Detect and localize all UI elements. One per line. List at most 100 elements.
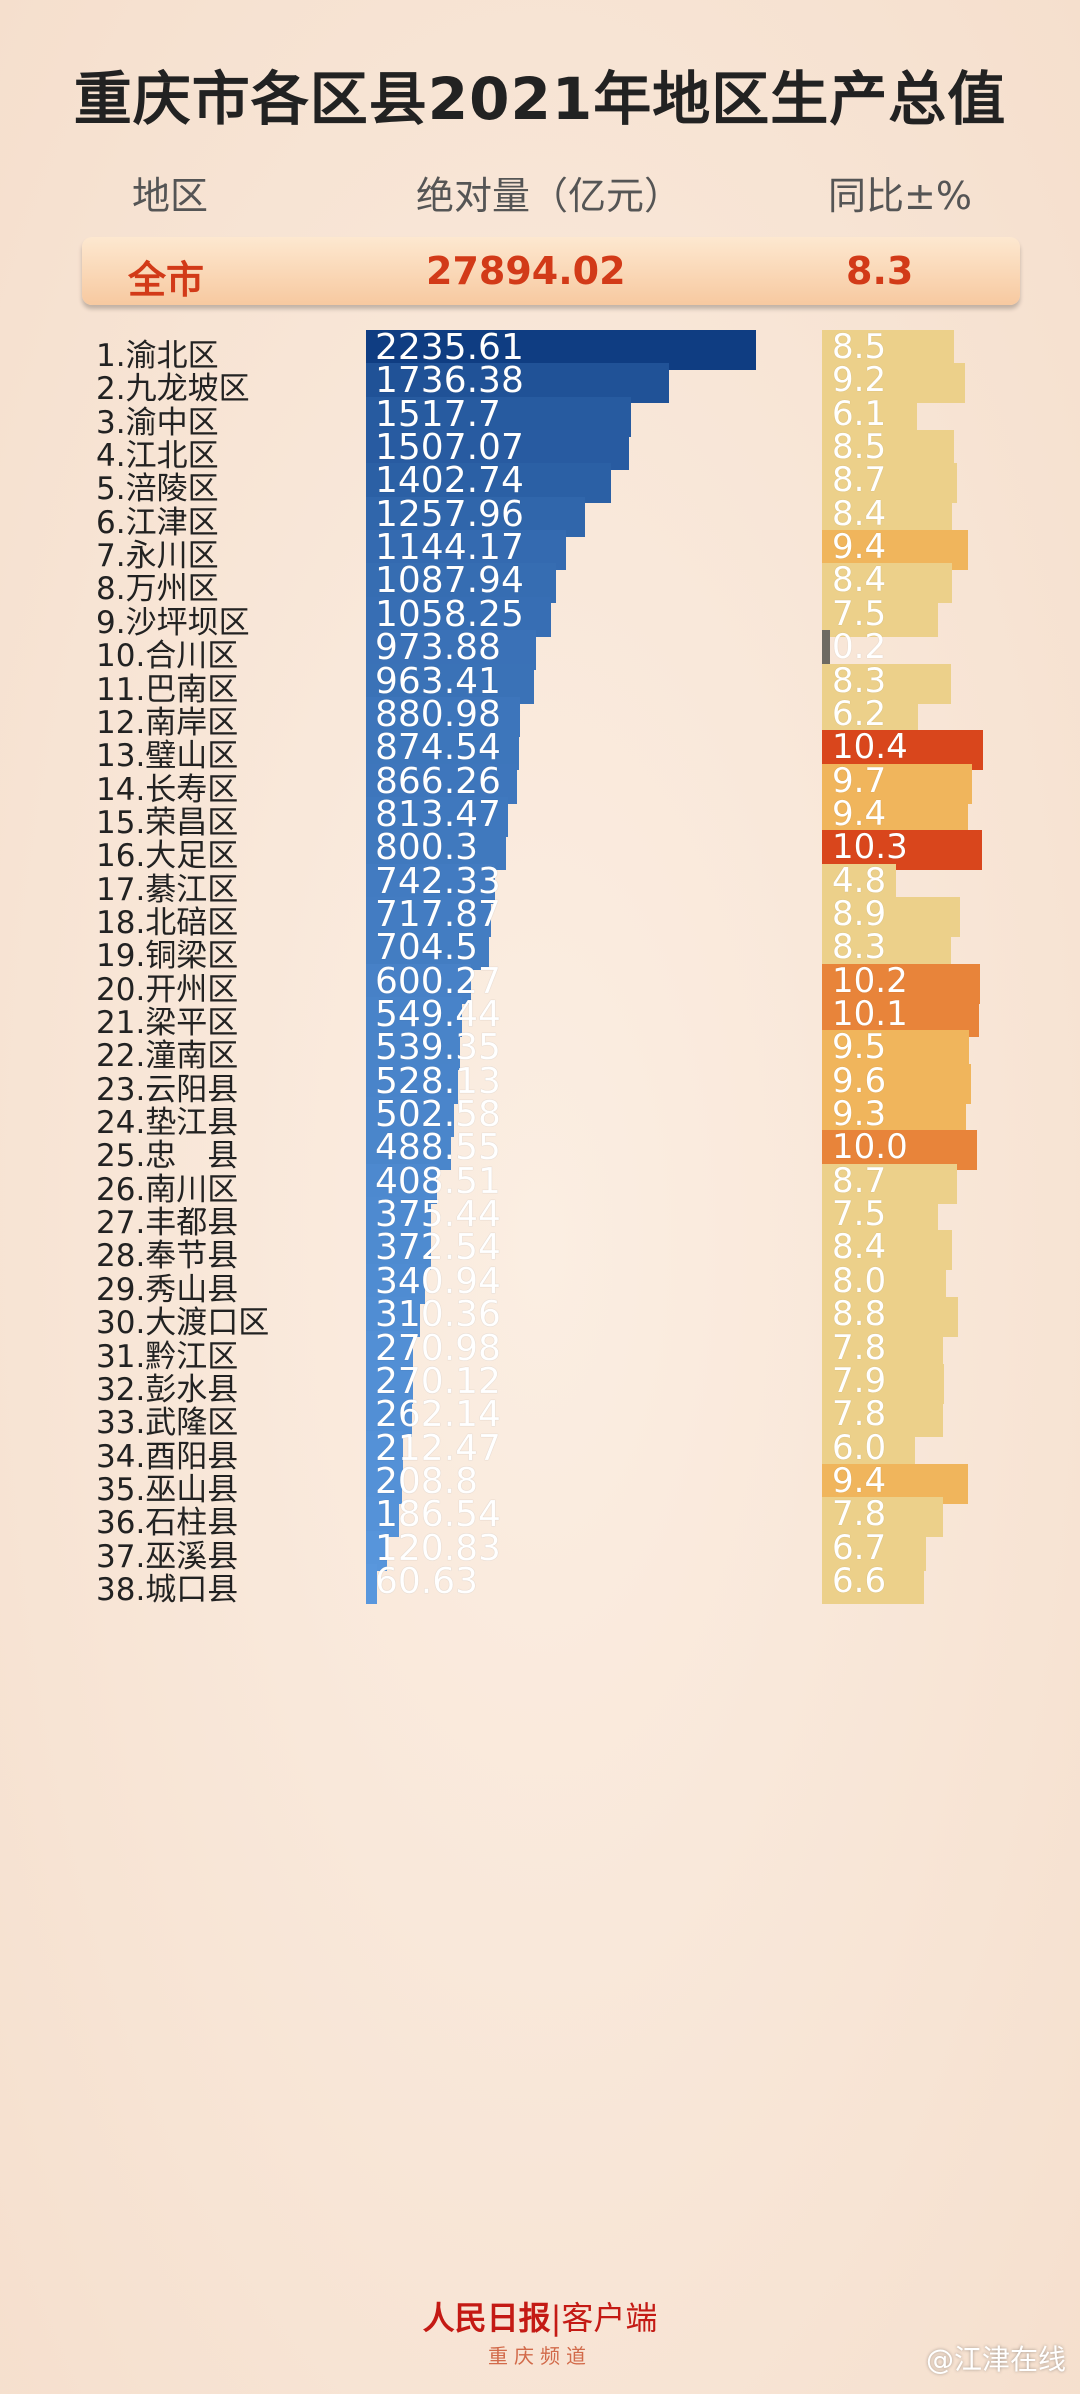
growth-value: 8.4 (832, 1227, 887, 1268)
gdp-value: 212.47 (375, 1427, 501, 1469)
gdp-value: 549.44 (375, 994, 501, 1035)
region-label: 14.长寿区 (96, 771, 239, 808)
header-growth: 同比±% (828, 174, 972, 218)
region-label: 21.梁平区 (96, 1005, 239, 1041)
watermark: @江津在线 (925, 2343, 1066, 2376)
gdp-value: 340.94 (375, 1260, 501, 1302)
growth-bar (822, 830, 982, 871)
gdp-bar (366, 430, 629, 471)
brand-logo: 人民日报|客户端 (422, 2299, 658, 2337)
gdp-bar (366, 663, 535, 704)
table-row: 20.开州区 600.27 10.2 (0, 958, 1080, 1008)
table-row: 11.巴南区 963.41 8.3 (0, 658, 1080, 708)
gdp-value: 375.44 (375, 1194, 501, 1236)
gdp-value: 742.33 (375, 860, 501, 902)
growth-bar (822, 1197, 939, 1238)
growth-bar (822, 1297, 959, 1338)
growth-bar (822, 1330, 943, 1371)
growth-value: 7.5 (832, 593, 887, 634)
gdp-bar (366, 1263, 426, 1304)
growth-value: 6.6 (832, 1560, 887, 1601)
gdp-value: 262.14 (375, 1394, 501, 1436)
growth-bar (822, 363, 965, 404)
growth-bar (822, 963, 981, 1004)
region-label: 23.云阳县 (96, 1071, 239, 1108)
gdp-value: 1257.96 (375, 493, 524, 535)
growth-bar (822, 1463, 968, 1504)
brand-client: 客户端 (561, 2299, 658, 2337)
growth-value: 7.8 (832, 1327, 887, 1368)
gdp-bar (366, 1397, 412, 1438)
region-label: 30.大渡口区 (96, 1305, 270, 1342)
region-label: 2.九龙坡区 (96, 371, 250, 408)
growth-bar (822, 1097, 967, 1138)
growth-value: 8.5 (832, 427, 887, 468)
region-label: 25.忠 县 (96, 1138, 239, 1175)
table-row: 28.奉节县 372.54 8.4 (0, 1224, 1080, 1274)
gdp-bar (366, 1197, 432, 1238)
growth-value: 9.4 (832, 527, 887, 568)
growth-value: 6.1 (832, 393, 887, 434)
region-label: 35.巫山县 (96, 1471, 239, 1508)
table-row: 25.忠 县 488.55 10.0 (0, 1124, 1080, 1174)
growth-bar (822, 630, 830, 671)
gdp-value: 1144.17 (375, 527, 524, 569)
gdp-bar (366, 330, 756, 370)
gdp-bar (366, 1363, 414, 1404)
growth-value: 9.4 (832, 793, 887, 834)
growth-value: 8.8 (832, 1294, 887, 1335)
growth-bar (822, 930, 951, 971)
growth-bar (822, 896, 960, 937)
region-label: 6.江津区 (96, 504, 219, 541)
gdp-value: 1517.7 (375, 393, 501, 435)
growth-value: 7.9 (832, 1360, 887, 1401)
growth-value: 6.7 (832, 1527, 887, 1568)
growth-bar (822, 863, 897, 904)
growth-value: 8.9 (832, 893, 887, 934)
summary-row: 全市 27894.02 8.3 (82, 237, 1020, 305)
growth-bar (822, 663, 951, 704)
region-label: 18.北碚区 (96, 904, 239, 941)
gdp-value: 963.41 (375, 660, 501, 702)
table-row: 14.长寿区 866.26 9.7 (0, 758, 1080, 808)
gdp-value: 1087.94 (375, 560, 524, 602)
summary-gdp: 27894.02 (426, 249, 626, 293)
growth-bar (822, 1430, 915, 1471)
table-row: 32.彭水县 270.12 7.9 (0, 1358, 1080, 1408)
growth-value: 9.7 (832, 760, 887, 801)
gdp-bar (366, 596, 551, 637)
gdp-bar (366, 1063, 459, 1104)
table-row: 4.江北区 1507.07 8.5 (0, 424, 1080, 474)
gdp-bar (366, 696, 520, 737)
region-label: 13.璧山区 (96, 738, 239, 775)
region-label: 37.巫溪县 (96, 1538, 239, 1575)
growth-bar (822, 330, 954, 370)
region-label: 16.大足区 (96, 838, 239, 875)
gdp-value: 408.51 (375, 1160, 501, 1202)
gdp-value: 310.36 (375, 1294, 501, 1336)
gdp-bar (366, 1430, 404, 1471)
gdp-value: 488.55 (375, 1127, 501, 1169)
growth-bar (822, 1530, 926, 1571)
growth-bar (822, 396, 917, 437)
gdp-value: 874.54 (375, 727, 501, 769)
gdp-bar (366, 730, 519, 771)
table-row: 10.合川区 973.88 0.2 (0, 624, 1080, 674)
table-row: 8.万州区 1087.94 8.4 (0, 557, 1080, 607)
growth-value: 8.5 (832, 327, 887, 367)
growth-bar (822, 463, 957, 504)
gdp-bar (366, 1230, 431, 1271)
table-row: 23.云阳县 528.13 9.6 (0, 1058, 1080, 1108)
growth-value: 8.7 (832, 1160, 887, 1201)
growth-value: 6.2 (832, 693, 887, 734)
gdp-bar (366, 396, 631, 437)
table-row: 38.城口县 60.63 6.6 (0, 1558, 1080, 1608)
table-row: 35.巫山县 208.8 9.4 (0, 1458, 1080, 1508)
growth-value: 10.3 (832, 827, 908, 868)
gdp-bar (366, 1563, 377, 1604)
growth-bar (822, 496, 953, 537)
table-row: 31.黔江区 270.98 7.8 (0, 1325, 1080, 1375)
table-row: 24.垫江县 502.58 9.3 (0, 1091, 1080, 1141)
gdp-value: 539.35 (375, 1027, 501, 1069)
growth-bar (822, 1397, 943, 1438)
